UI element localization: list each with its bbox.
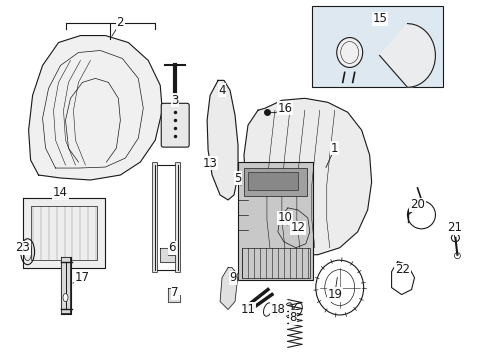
- Text: 3: 3: [171, 94, 179, 107]
- Polygon shape: [29, 36, 162, 180]
- Polygon shape: [168, 288, 180, 302]
- Text: 1: 1: [330, 141, 338, 155]
- Text: 16: 16: [277, 102, 292, 115]
- Polygon shape: [220, 268, 238, 310]
- Polygon shape: [379, 24, 434, 87]
- Text: 14: 14: [53, 186, 68, 199]
- Bar: [31, 206, 97, 260]
- Text: 23: 23: [15, 241, 30, 254]
- Bar: [244, 168, 306, 196]
- Text: 22: 22: [394, 263, 409, 276]
- Text: 6: 6: [168, 241, 176, 254]
- Text: 2: 2: [116, 16, 124, 29]
- Text: 10: 10: [277, 211, 292, 224]
- Text: 4: 4: [218, 84, 225, 97]
- Text: 9: 9: [229, 271, 236, 284]
- FancyBboxPatch shape: [161, 103, 189, 147]
- Polygon shape: [160, 248, 175, 262]
- Bar: [238, 162, 312, 280]
- Bar: [242, 248, 309, 278]
- Text: 13: 13: [202, 157, 217, 170]
- Text: 19: 19: [326, 288, 342, 301]
- Text: 11: 11: [240, 303, 255, 316]
- Ellipse shape: [63, 293, 68, 302]
- Text: 5: 5: [234, 171, 241, 185]
- Text: 7: 7: [171, 286, 179, 299]
- Text: 12: 12: [290, 221, 305, 234]
- Text: 15: 15: [371, 12, 386, 25]
- Polygon shape: [244, 98, 371, 255]
- Text: 17: 17: [75, 271, 90, 284]
- Bar: [311, 6, 443, 87]
- Polygon shape: [22, 198, 105, 268]
- Text: 21: 21: [446, 221, 461, 234]
- Text: 18: 18: [270, 303, 285, 316]
- Ellipse shape: [336, 37, 362, 67]
- Text: 20: 20: [409, 198, 424, 211]
- Text: 8: 8: [288, 311, 296, 324]
- Bar: [247, 172, 297, 190]
- Polygon shape: [207, 80, 238, 200]
- Polygon shape: [277, 208, 309, 248]
